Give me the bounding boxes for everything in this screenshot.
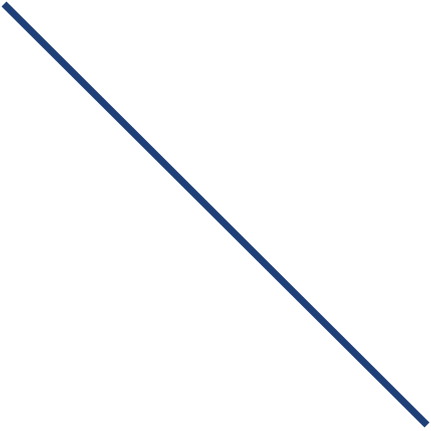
page: (() => { const data = JSON.parse(documen… bbox=[1, 1, 430, 428]
canvas bbox=[1, 1, 430, 428]
diagonal-line bbox=[1, 1, 430, 428]
